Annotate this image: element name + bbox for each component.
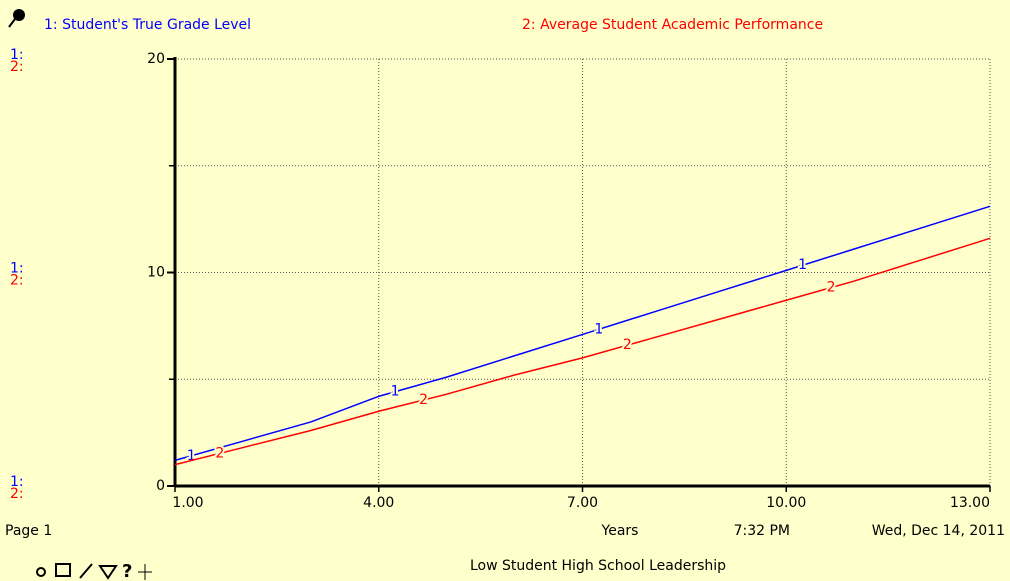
chart-title: Low Student High School Leadership <box>470 558 726 574</box>
x-tick-label: 7.00 <box>567 495 598 511</box>
axis-series-marker: 1: <box>10 261 24 277</box>
axis-series-marker: 2: <box>10 273 24 289</box>
x-tick-label: 4.00 <box>363 495 394 511</box>
series-line <box>174 205 991 462</box>
axis-series-marker: 1: <box>10 474 24 490</box>
x-axis-label: Years <box>601 523 639 539</box>
legend-entry: 2: Average Student Academic Performance <box>522 17 823 33</box>
series-line <box>174 237 991 466</box>
page-label: Page 1 <box>5 523 52 539</box>
toolbar-icons: ? <box>36 561 152 581</box>
y-tick-label: 0 <box>156 478 165 494</box>
pin-icon <box>8 9 25 28</box>
y-tick-label: 10 <box>147 265 165 281</box>
line-marker: 1 <box>798 257 807 273</box>
line-marker: 2 <box>215 445 224 461</box>
line-marker: 2 <box>419 392 428 408</box>
date-label: Wed, Dec 14, 2011 <box>872 523 1005 539</box>
axis-series-marker: 1: <box>10 47 24 63</box>
axis-series-marker: 2: <box>10 486 24 502</box>
line-marker: 2 <box>827 280 836 296</box>
line-marker: 1 <box>391 384 400 400</box>
time-label: 7:32 PM <box>734 523 790 539</box>
x-tick-label: 1.00 <box>172 495 203 511</box>
x-tick-label: 10.00 <box>766 495 806 511</box>
y-tick-label: 20 <box>147 51 165 67</box>
axis-series-marker: 2: <box>10 59 24 75</box>
svg-text:?: ? <box>122 561 132 581</box>
x-tick-label: 13.00 <box>950 495 990 511</box>
legend-entry: 1: Student's True Grade Level <box>44 17 251 33</box>
line-marker: 1 <box>594 321 603 337</box>
line-marker: 2 <box>623 337 632 353</box>
